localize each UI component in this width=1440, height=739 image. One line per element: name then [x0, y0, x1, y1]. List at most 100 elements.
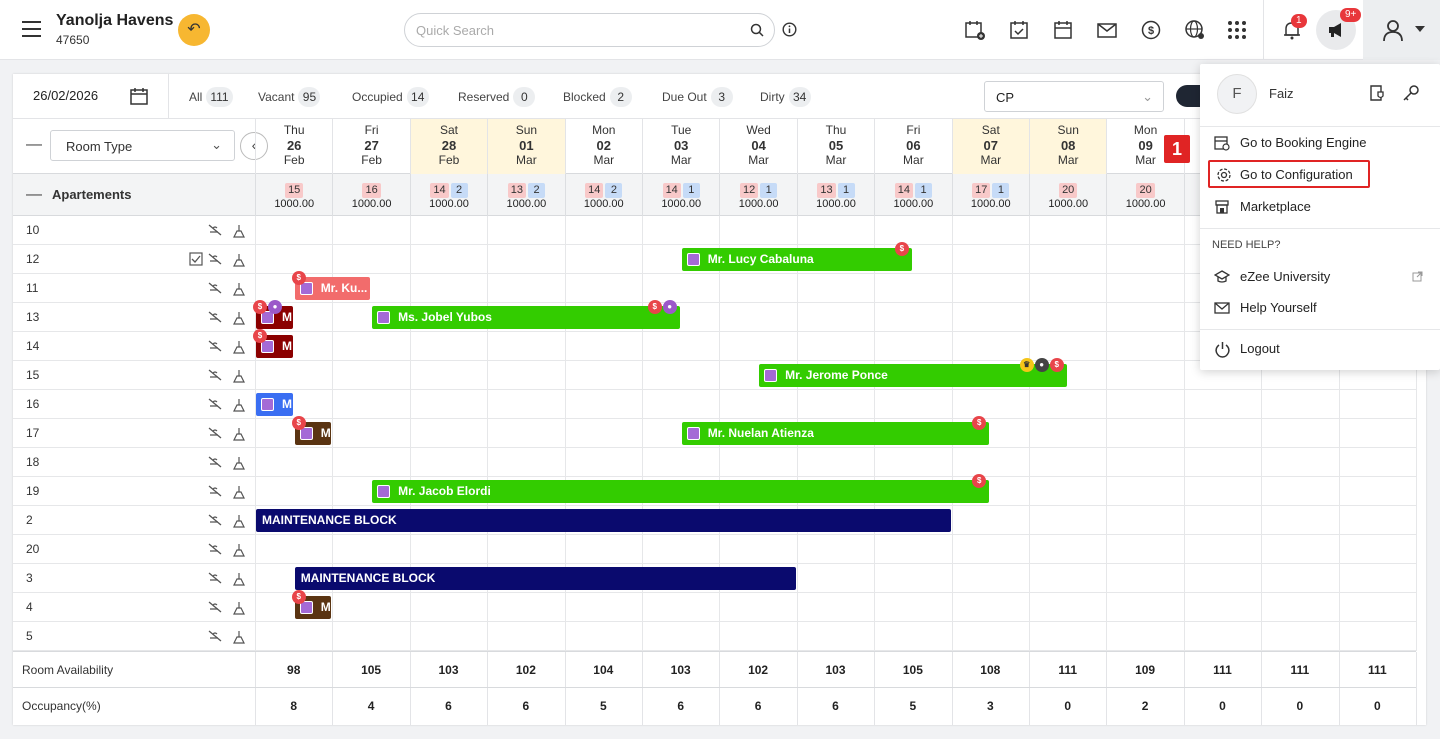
- current-date[interactable]: 26/02/2026: [33, 88, 99, 103]
- room-number: 19: [26, 484, 40, 498]
- quick-search[interactable]: Quick Search: [404, 13, 775, 47]
- previous-dates-button[interactable]: ‹: [240, 132, 268, 160]
- filter-chip-occupied[interactable]: Occupied 14: [352, 87, 429, 107]
- avatar: F: [1217, 74, 1257, 114]
- booking-guest-name: Mr. Jacob Elordi: [398, 484, 491, 498]
- month: Mar: [593, 153, 615, 167]
- filter-chip-reserved[interactable]: Reserved 0: [458, 87, 536, 107]
- booking-engine-icon: [1214, 136, 1230, 151]
- key-icon[interactable]: [1402, 84, 1420, 102]
- chip-label: Dirty: [760, 90, 785, 104]
- rate-value: 1000.00: [738, 198, 779, 210]
- logout[interactable]: Logout: [1214, 335, 1424, 363]
- search-icon[interactable]: [750, 23, 764, 37]
- collapse-group-icon[interactable]: —: [26, 186, 42, 203]
- chip-label: Reserved: [458, 90, 510, 104]
- search-input[interactable]: Quick Search: [416, 23, 495, 38]
- apps-grid-icon[interactable]: [1226, 19, 1248, 41]
- booking-bar[interactable]: M $: [291, 590, 332, 619]
- info-icon[interactable]: [782, 22, 797, 37]
- dollar-icon[interactable]: $: [1140, 19, 1162, 41]
- booking-bar[interactable]: M $ ●: [253, 300, 293, 329]
- filter-chip-due-out[interactable]: Due Out 3: [662, 87, 733, 107]
- available-count: 14: [430, 183, 449, 198]
- room-row: 18: [13, 448, 1417, 477]
- go-to-booking-engine[interactable]: Go to Booking Engine: [1214, 129, 1424, 157]
- booking-bar[interactable]: M $: [253, 329, 293, 358]
- booking-bar[interactable]: Ms. Jobel Yubos $ ●: [372, 300, 680, 329]
- go-to-configuration[interactable]: Go to Configuration: [1208, 160, 1370, 188]
- payment-due-icon: $: [894, 242, 909, 256]
- room-row: 4: [13, 593, 1417, 622]
- add-calendar-icon[interactable]: [964, 19, 986, 41]
- availability-value: 102: [748, 663, 769, 677]
- available-count: 13: [817, 183, 836, 198]
- ezee-university[interactable]: eZee University: [1214, 263, 1424, 291]
- availability-value: 105: [361, 663, 382, 677]
- megaphone-icon: [1329, 23, 1341, 37]
- booking-guest-name: MAINTENANCE BLOCK: [300, 571, 436, 585]
- payment-due-icon: $: [1049, 358, 1064, 372]
- calendar-check-icon[interactable]: [1008, 19, 1030, 41]
- housekeeping-icon: [231, 281, 247, 302]
- occupancy-value: 0: [1064, 699, 1072, 713]
- calendar-icon[interactable]: [129, 86, 149, 106]
- shield-icon[interactable]: [1368, 84, 1386, 102]
- back-button[interactable]: ↶: [178, 14, 210, 46]
- available-count: 14: [894, 183, 913, 198]
- filter-chip-all[interactable]: All 111: [189, 87, 233, 107]
- availability-value: 105: [902, 663, 923, 677]
- room-type-select[interactable]: Room Type ⌄: [50, 130, 235, 161]
- calendar-icon[interactable]: [1052, 19, 1074, 41]
- rate-plan-select[interactable]: CP ⌄: [984, 81, 1164, 112]
- booking-bar[interactable]: M $: [291, 416, 332, 445]
- store-icon: [1215, 200, 1229, 214]
- day-number: 26: [286, 138, 302, 153]
- date-column-header: Thu 05 Mar: [796, 119, 874, 174]
- occupancy-value: 4: [367, 699, 375, 713]
- collapse-icon[interactable]: —: [26, 136, 42, 153]
- booking-guest-name: M: [282, 339, 292, 353]
- room-number: 17: [26, 426, 40, 440]
- day-number: 02: [596, 138, 612, 153]
- availability-value: 102: [515, 663, 536, 677]
- month: Feb: [438, 153, 460, 167]
- rate-value: 1000.00: [816, 198, 856, 210]
- date-header-row: — Room Type ⌄ ‹ Thu 26 Feb Fri 27 Feb Sat 28 Feb S…: [13, 119, 1426, 174]
- day-number: 07: [983, 138, 999, 153]
- available-count: 13: [507, 183, 526, 198]
- housekeeping-icon: [231, 513, 247, 534]
- user-menu-toggle[interactable]: [1363, 0, 1440, 60]
- booking-guest-name: Mr. Jerome Ponce: [785, 368, 888, 382]
- booking-bar[interactable]: Mr. Jerome Ponce ♛ ● $: [759, 358, 1067, 387]
- maintenance-block[interactable]: MAINTENANCE BLOCK: [294, 567, 796, 590]
- filter-chip-dirty[interactable]: Dirty 34: [760, 87, 811, 107]
- marketplace[interactable]: Marketplace: [1214, 193, 1424, 221]
- booking-bar[interactable]: Mr. Jacob Elordi $: [372, 474, 990, 503]
- filter-chip-vacant[interactable]: Vacant 95: [258, 87, 321, 107]
- booking-bar[interactable]: M: [256, 393, 293, 416]
- booking-bar[interactable]: Mr. Ku... $: [291, 271, 371, 300]
- occupancy-value: 6: [677, 699, 685, 713]
- availability-value: 111: [1367, 663, 1387, 677]
- help-yourself[interactable]: Help Yourself: [1214, 294, 1424, 322]
- booking-bar[interactable]: Mr. Nuelan Atienza $: [681, 416, 990, 445]
- date-column-header: Sun 01 Mar: [487, 119, 565, 174]
- filter-bar: 26/02/2026 All 111 Vacant 95 Occupied 14 Reser…: [13, 74, 1426, 119]
- room-number: 4: [26, 600, 33, 614]
- globe-icon[interactable]: [1184, 19, 1206, 41]
- maintenance-block[interactable]: MAINTENANCE BLOCK: [256, 509, 951, 532]
- filter-chip-blocked[interactable]: Blocked 2: [563, 87, 632, 107]
- menu-icon[interactable]: [22, 21, 41, 37]
- availability-cell: 14 1 1000.00: [642, 174, 719, 216]
- date-column-header: Fri 27 Feb: [332, 119, 409, 174]
- chip-count: 111: [206, 87, 233, 107]
- month: Mar: [1135, 153, 1156, 167]
- date-column-header: Mon 09 Mar: [1106, 119, 1183, 174]
- mail-icon[interactable]: [1096, 19, 1118, 41]
- availability-cell: [1183, 174, 1261, 216]
- payment-due-icon: $: [253, 300, 267, 314]
- room-row: 20: [13, 535, 1417, 564]
- availability-value: 103: [825, 663, 846, 677]
- booking-bar[interactable]: Mr. Lucy Cabaluna $: [681, 242, 912, 271]
